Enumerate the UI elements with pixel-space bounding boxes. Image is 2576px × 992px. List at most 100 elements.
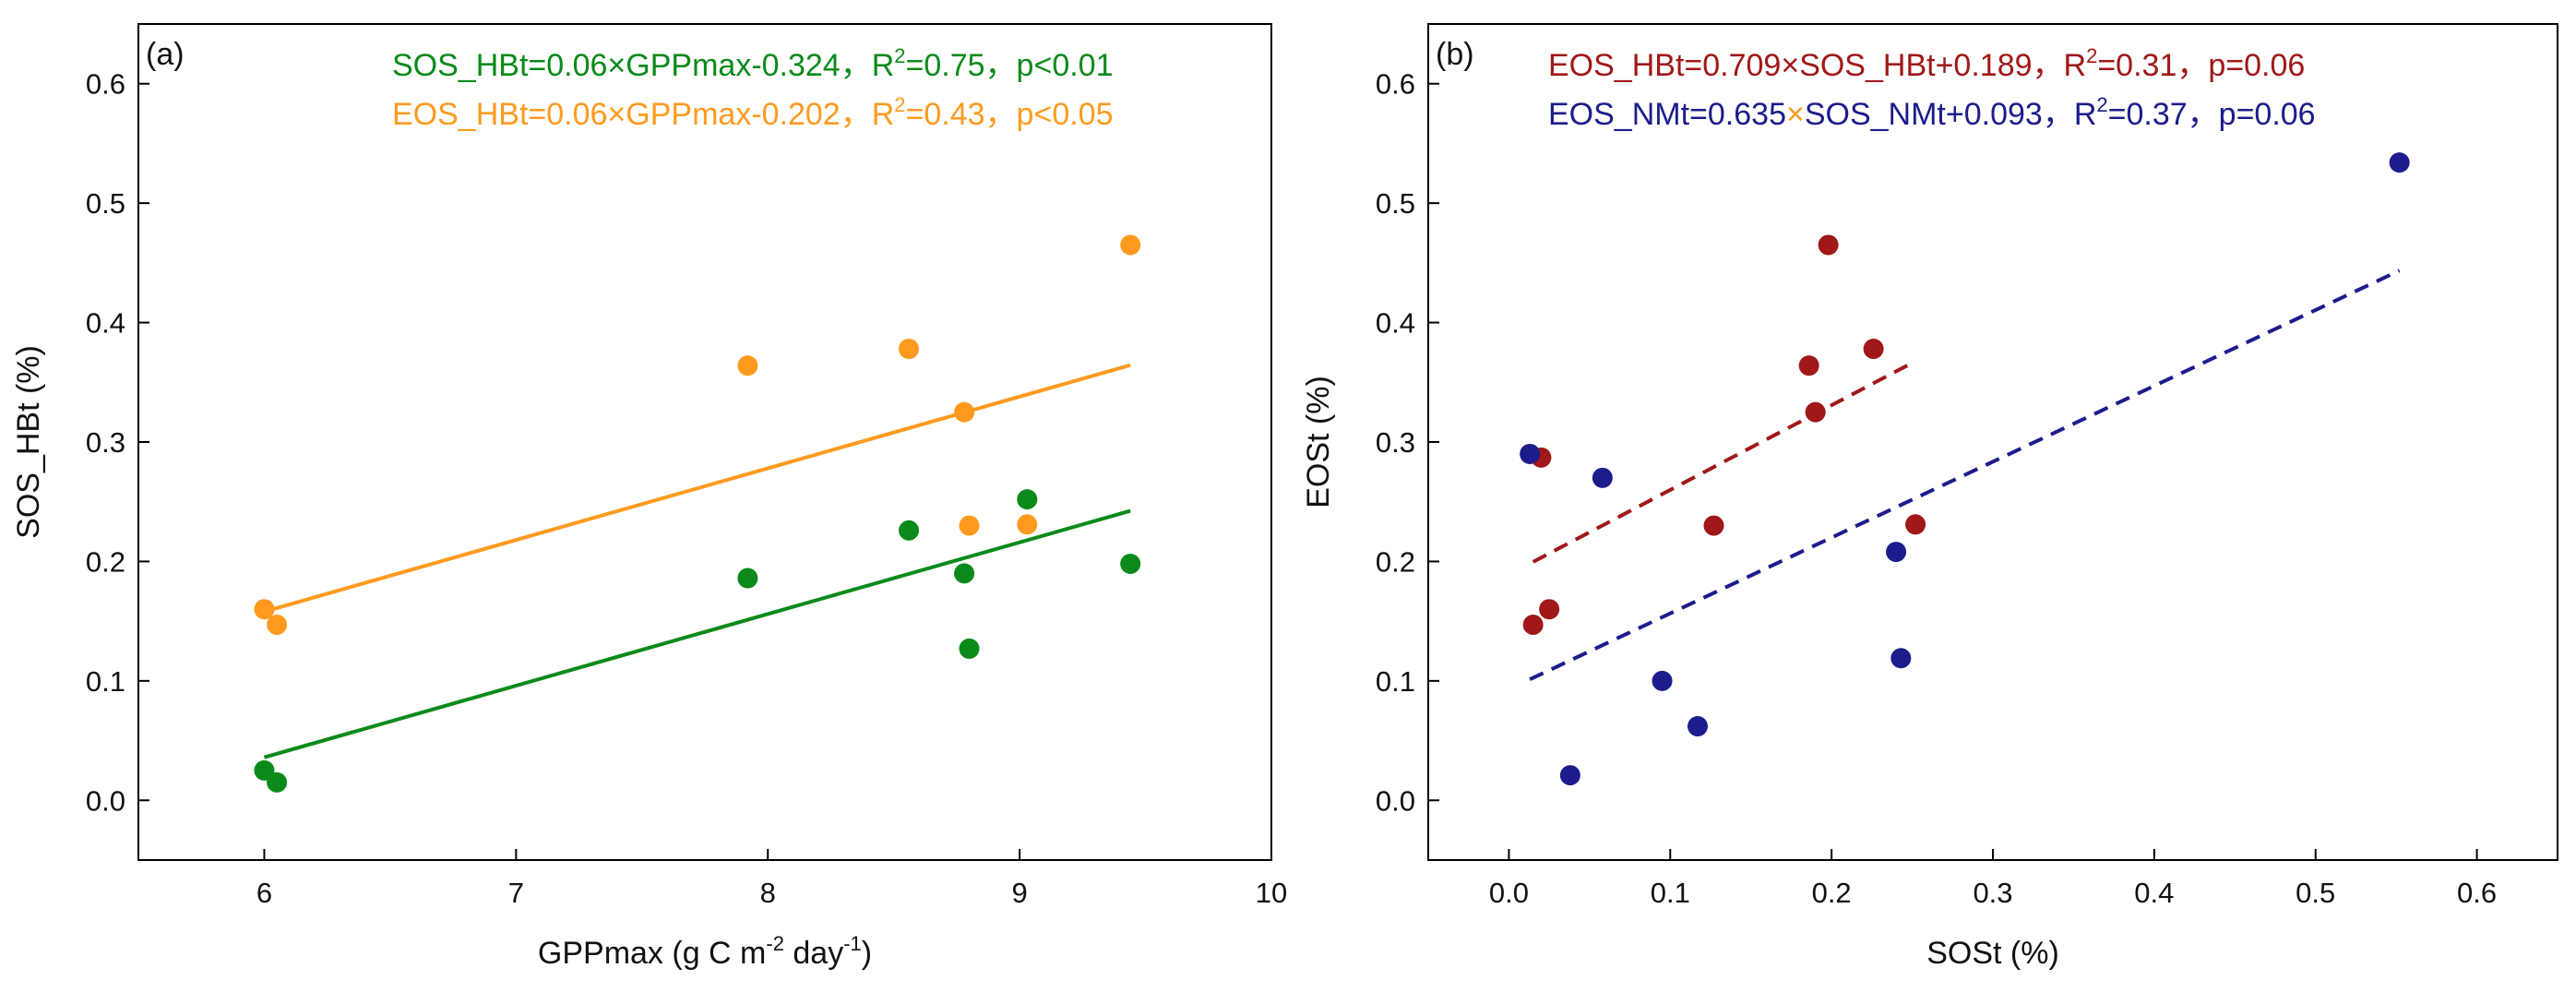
data-point [1522, 615, 1544, 636]
x-axis-label: GPPmax (g C m-2 day-1) [538, 932, 872, 971]
equation-times: × [607, 97, 626, 132]
x-axis-label-text: ) [862, 936, 872, 971]
x-tick-label: 0.3 [1973, 877, 2012, 909]
data-point [737, 355, 758, 376]
x-tick-label: 0.6 [2457, 877, 2497, 909]
panel-label: (b) [1436, 37, 1474, 72]
y-tick-label: 0.4 [1376, 307, 1415, 340]
x-tick-label: 0.1 [1651, 877, 1690, 909]
data-point [1652, 670, 1673, 691]
x-tick-label: 9 [1011, 877, 1027, 909]
equation-times: × [607, 48, 626, 83]
x-tick-label: 0.0 [1489, 877, 1529, 909]
panel-a: 0.0 0.1 0.2 0.3 0.4 0.5 0.6 6 7 8 9 10 GPPmax (g C m… [11, 23, 1287, 971]
x-tick-label: 0.5 [2296, 877, 2335, 909]
x-axis-label-sup: -1 [843, 932, 862, 955]
x-tick-label: 0.4 [2134, 877, 2174, 909]
data-point [1017, 514, 1038, 535]
x-tick-label: 7 [508, 877, 524, 909]
equation-text: EOS_HBt=0.709 [1548, 48, 1781, 83]
x-axis-label-text: GPPmax (g C m [538, 936, 766, 971]
x-tick-label: 0.2 [1812, 877, 1852, 909]
x-axis-label-text: day [784, 936, 843, 971]
equation-text: =0.31，p=0.06 [2097, 48, 2305, 83]
equation-sup: 2 [2096, 93, 2107, 116]
data-point [737, 568, 758, 589]
fit-line [1529, 269, 2401, 682]
y-tick-label: 0.6 [86, 68, 125, 101]
y-tick-label: 0.3 [86, 426, 125, 459]
equation-text: =0.75，p<0.01 [906, 48, 1114, 83]
data-point [959, 638, 980, 659]
data-point [954, 563, 975, 584]
data-point [1890, 648, 1912, 669]
data-point [1688, 716, 1709, 737]
x-axis-label: SOSt (%) [1926, 936, 2059, 971]
equation-text: SOS_NMt+0.093，R [1805, 97, 2097, 132]
data-point [267, 615, 288, 636]
data-point [1592, 467, 1613, 488]
y-tick-label: 0.3 [1376, 426, 1415, 459]
equation-sup: 2 [894, 93, 905, 116]
equation-text: EOS_HBt=0.06 [392, 97, 607, 132]
data-point [1863, 339, 1884, 360]
data-point [1520, 443, 1541, 464]
y-tick-label: 0.5 [1376, 187, 1415, 220]
panel-b: 0.0 0.1 0.2 0.3 0.4 0.5 0.6 0.0 0.1 0.2 0.3 0.4 0.5 0… [1301, 23, 2558, 971]
data-point [254, 599, 275, 620]
x-axis-label-sup: -2 [766, 932, 784, 955]
data-point [1886, 542, 1907, 563]
fit-line [263, 363, 1131, 614]
equation-label: SOS_HBt=0.06×GPPmax-0.324，R2=0.75，p<0.01 [392, 44, 1114, 83]
data-point [1905, 514, 1926, 535]
data-point [1818, 234, 1839, 256]
equation-text: SOS_HBt+0.189，R [1799, 48, 2086, 83]
data-point [1120, 554, 1141, 575]
y-axis-label: SOS_HBt (%) [11, 345, 46, 539]
equation-sup: 2 [2086, 44, 2097, 67]
equation-text: GPPmax-0.324，R [626, 48, 894, 83]
equation-label: EOS_NMt=0.635×SOS_NMt+0.093，R2=0.37，p=0.… [1548, 93, 2316, 132]
data-point [254, 759, 275, 781]
equation-label: EOS_HBt=0.06×GPPmax-0.202，R2=0.43，p<0.05 [392, 93, 1114, 132]
data-point [1017, 489, 1038, 510]
fit-line [263, 508, 1131, 759]
data-point [1703, 515, 1724, 536]
fit-line [1532, 359, 1916, 564]
x-axis-label-text: SOSt (%) [1926, 936, 2059, 971]
equation-sup: 2 [894, 44, 905, 67]
y-tick-label: 0.0 [1376, 784, 1415, 817]
panel-label: (a) [146, 37, 185, 72]
plot-frame [1427, 23, 2558, 861]
data-point [1120, 234, 1141, 256]
y-tick-label: 0.1 [86, 665, 125, 698]
data-point [899, 339, 920, 360]
equation-label: EOS_HBt=0.709×SOS_HBt+0.189，R2=0.31，p=0.… [1548, 44, 2305, 83]
y-tick-label: 0.6 [1376, 68, 1415, 101]
y-tick-label: 0.5 [86, 187, 125, 220]
equation-text: GPPmax-0.202，R [626, 97, 894, 132]
data-point [959, 515, 980, 536]
y-tick-label: 0.0 [86, 784, 125, 817]
data-point [1805, 401, 1826, 423]
y-tick-label: 0.2 [86, 545, 125, 578]
data-point [1539, 599, 1560, 620]
data-point [1559, 765, 1580, 786]
data-point [899, 520, 920, 541]
equation-text: =0.37，p=0.06 [2108, 97, 2316, 132]
y-axis-label: EOSt (%) [1301, 376, 1336, 508]
data-point [954, 401, 975, 423]
y-tick-label: 0.4 [86, 307, 125, 340]
equation-text: SOS_HBt=0.06 [392, 48, 607, 83]
equation-text: EOS_NMt=0.635 [1548, 97, 1786, 132]
y-tick-label: 0.2 [1376, 545, 1415, 578]
equation-times: × [1786, 97, 1805, 132]
x-tick-label: 6 [256, 877, 272, 909]
plot-frame [137, 23, 1272, 861]
equation-times: × [1781, 48, 1799, 83]
x-tick-label: 8 [760, 877, 776, 909]
y-tick-label: 0.1 [1376, 665, 1415, 698]
equation-text: =0.43，p<0.05 [906, 97, 1114, 132]
data-point [1798, 355, 1819, 376]
